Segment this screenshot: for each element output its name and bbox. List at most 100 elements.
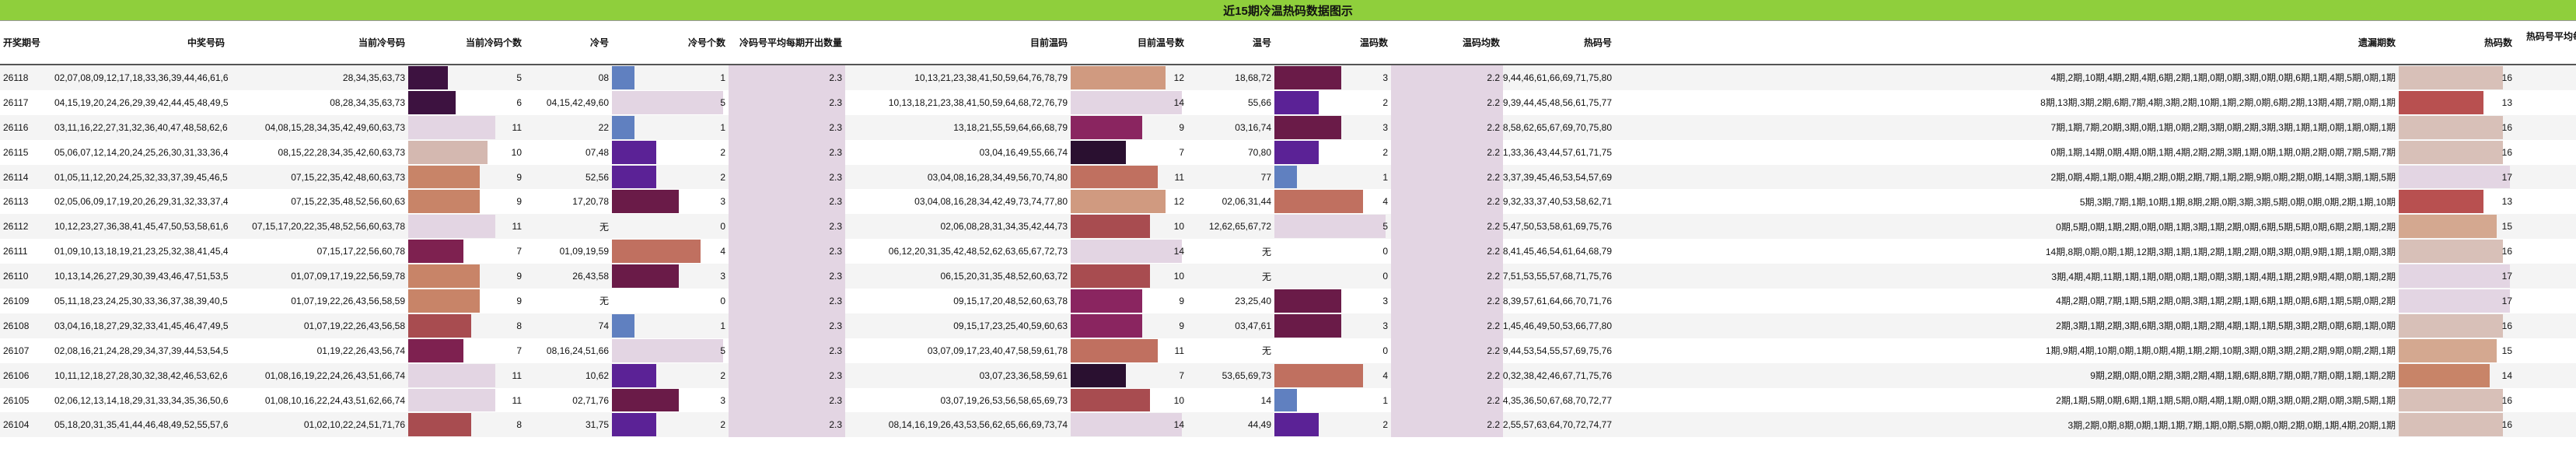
header-hot_n: 热码数 xyxy=(2399,21,2515,65)
header-hot_avg: 热码号平均每期开出数量 xyxy=(2515,21,2576,65)
bar-value: 2 xyxy=(720,369,725,381)
cell-warm_avg: 2.2 xyxy=(1391,338,1503,363)
bar-fill xyxy=(1274,115,1341,139)
bar-fill xyxy=(612,313,634,338)
cell-hot: 19,20,24,26,29,39,44,45,48,56,61,75,77 xyxy=(1503,89,1615,115)
cell-cold_avg: 2.3 xyxy=(729,313,845,338)
cell-cold_cur: 07,15,22,35,48,52,56,60,63 xyxy=(228,189,408,215)
cell-hot: 01,05,11,12,20,24,25,32,33,37,39,45,46,5… xyxy=(1503,164,1615,190)
cell-issue: 26108 xyxy=(0,313,51,338)
cell-miss: 3期,2期,0期,8期,0期,1期,1期,7期,1期,0期,5期,0期,0期,2… xyxy=(1615,412,2399,438)
cell-win: 05,18,20,31,35,41,44,46,48,49,52,55,57,6… xyxy=(51,412,228,438)
cell-cold_cur: 01,02,10,22,24,51,71,76 xyxy=(228,412,408,438)
bar-cell-warm_cur_n: 7 xyxy=(1071,139,1187,165)
bar-fill xyxy=(1071,338,1158,362)
cell-miss: 4期,2期,0期,7期,1期,5期,2期,0期,3期,1期,2期,1期,6期,1… xyxy=(1615,289,2399,313)
bar-fill xyxy=(612,388,679,412)
cell-warm_avg: 2.2 xyxy=(1391,89,1503,115)
cell-issue: 26111 xyxy=(0,239,51,264)
bar-cell-warm_n: 1 xyxy=(1274,387,1391,413)
page-title: 近15期冷温热码数据图示 xyxy=(0,0,2576,21)
cell-win: 01,05,11,12,20,24,25,32,33,37,39,45,46,5… xyxy=(51,164,228,190)
cell-cold_cur: 08,15,22,28,34,35,42,60,63,73 xyxy=(228,139,408,165)
bar-fill xyxy=(408,240,464,264)
bar-cell-cold_n: 2 xyxy=(612,412,729,438)
bar-cell-warm_n: 3 xyxy=(1274,114,1391,140)
bar-value: 9 xyxy=(516,196,522,208)
cell-warm_avg: 2.2 xyxy=(1391,387,1503,413)
cell-hot: 11,12,18,27,28,30,32,38,42,46,67,71,75,7… xyxy=(1503,362,1615,388)
cell-hot_avg: 15.5 xyxy=(2515,114,2576,140)
bar-value: 16 xyxy=(2501,146,2512,158)
bar-fill xyxy=(612,66,634,89)
cell-cold: 01,09,19,59 xyxy=(525,239,612,264)
cell-warm: 23,25,40 xyxy=(1187,289,1274,313)
bar-fill xyxy=(612,115,634,139)
bar-fill xyxy=(408,215,495,239)
bar-cell-warm_cur_n: 10 xyxy=(1071,264,1187,289)
cell-cold_cur: 01,07,19,22,26,43,56,58 xyxy=(228,313,408,338)
header-warm_cur_n: 目前温号数 xyxy=(1071,21,1187,65)
bar-value: 17 xyxy=(2501,295,2512,306)
cell-hot_avg: 15.5 xyxy=(2515,362,2576,388)
cell-warm: 70,80 xyxy=(1187,139,1274,165)
cell-cold_cur: 07,15,17,22,56,60,78 xyxy=(228,239,408,264)
header-issue: 开奖期号 xyxy=(0,21,51,65)
cell-issue: 26114 xyxy=(0,164,51,190)
bar-cell-cold_n: 2 xyxy=(612,164,729,190)
bar-value: 8 xyxy=(516,419,522,431)
header-hot: 热码号 xyxy=(1503,21,1615,65)
bar-value: 15 xyxy=(2501,221,2512,233)
cell-issue: 26110 xyxy=(0,264,51,289)
cell-miss: 5期,3期,7期,1期,10期,1期,8期,2期,0期,3期,3期,5期,0期,… xyxy=(1615,189,2399,215)
bar-fill xyxy=(1071,140,1127,164)
bar-fill xyxy=(2399,264,2510,289)
cell-hot: 11,27,31,32,36,40,47,48,58,62,65,67,69,7… xyxy=(1503,114,1615,140)
cell-issue: 26116 xyxy=(0,114,51,140)
bar-value: 2 xyxy=(720,419,725,431)
bar-fill xyxy=(612,165,656,189)
bar-cell-warm_n: 3 xyxy=(1274,313,1391,338)
bar-value: 10 xyxy=(511,146,522,158)
bar-cell-cold_cur_n: 6 xyxy=(408,89,525,115)
cell-cold_cur: 08,28,34,35,63,73 xyxy=(228,89,408,115)
cell-issue: 26105 xyxy=(0,387,51,413)
cell-hot_avg: 15.5 xyxy=(2515,239,2576,264)
bar-cell-warm_n: 2 xyxy=(1274,139,1391,165)
cell-cold_avg: 2.3 xyxy=(729,289,845,313)
bar-value: 16 xyxy=(2501,121,2512,133)
cell-win: 02,07,08,09,12,17,18,33,36,39,44,46,61,6… xyxy=(51,65,228,90)
cell-warm: 53,65,69,73 xyxy=(1187,362,1274,388)
cell-miss: 2期,1期,5期,0期,6期,1期,1期,5期,0期,4期,1期,0期,0期,3… xyxy=(1615,387,2399,413)
bar-value: 3 xyxy=(720,196,725,208)
cell-warm_avg: 2.2 xyxy=(1391,214,1503,240)
bar-cell-hot_n: 16 xyxy=(2399,412,2515,438)
cell-cold_avg: 2.3 xyxy=(729,239,845,264)
bar-fill xyxy=(1071,66,1166,89)
bar-value: 16 xyxy=(2501,320,2512,331)
bar-fill xyxy=(1071,313,1142,338)
bar-cell-hot_n: 16 xyxy=(2399,65,2515,90)
cell-cold_avg: 2.3 xyxy=(729,189,845,215)
bar-cell-hot_n: 16 xyxy=(2399,387,2515,413)
bar-fill xyxy=(408,66,448,89)
header-cold_n: 冷号个数 xyxy=(612,21,729,65)
bar-value: 10 xyxy=(1173,271,1184,282)
bar-value: 3 xyxy=(1382,121,1388,133)
cell-warm_cur: 03,07,19,26,53,56,58,65,69,73 xyxy=(845,387,1071,413)
bar-cell-warm_cur_n: 7 xyxy=(1071,362,1187,388)
bar-cell-cold_n: 5 xyxy=(612,338,729,363)
bar-value: 11 xyxy=(512,121,522,133)
bar-cell-warm_n: 1 xyxy=(1274,164,1391,190)
cell-win: 05,11,18,23,24,25,30,33,36,37,38,39,40,5… xyxy=(51,289,228,313)
bar-value: 0 xyxy=(720,295,725,306)
cell-warm: 14 xyxy=(1187,387,1274,413)
cell-hot: 05,11,18,24,30,33,36,37,38,39,57,61,64,6… xyxy=(1503,289,1615,313)
cell-hot: 02,21,28,29,34,37,39,44,53,54,55,57,69,7… xyxy=(1503,338,1615,363)
cell-warm_avg: 2.2 xyxy=(1391,114,1503,140)
bar-value: 14 xyxy=(2501,369,2512,381)
bar-fill xyxy=(408,289,480,313)
bar-fill xyxy=(408,388,495,412)
cell-hot: 10,13,14,27,29,30,39,46,47,51,53,55,57,6… xyxy=(1503,264,1615,289)
bar-cell-cold_cur_n: 8 xyxy=(408,412,525,438)
